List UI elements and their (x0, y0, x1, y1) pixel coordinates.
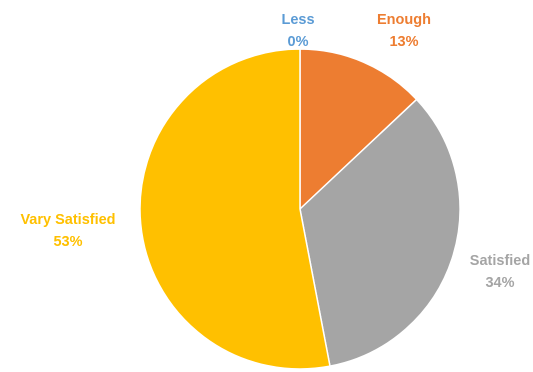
data-label-value-enough: 13% (389, 34, 418, 50)
pie-data-labels: Less 0% Enough 13% Satisfied 34% Vary Satisfie… (20, 12, 530, 291)
data-label-name-satisfied: Satisfied (470, 253, 530, 269)
data-label-value-satisfied: 34% (485, 275, 514, 291)
data-label-name-less: Less (281, 12, 314, 28)
data-label-value-vary-satisfied: 53% (53, 234, 82, 250)
pie-slices (139, 48, 461, 370)
data-label-name-enough: Enough (377, 12, 431, 28)
data-label-name-vary-satisfied: Vary Satisfied (20, 212, 115, 228)
pie-slice-vary-satisfied (139, 48, 331, 370)
pie-slice-satisfied (299, 98, 461, 368)
pie-slice-enough (299, 48, 418, 211)
data-label-value-less: 0% (288, 34, 309, 50)
